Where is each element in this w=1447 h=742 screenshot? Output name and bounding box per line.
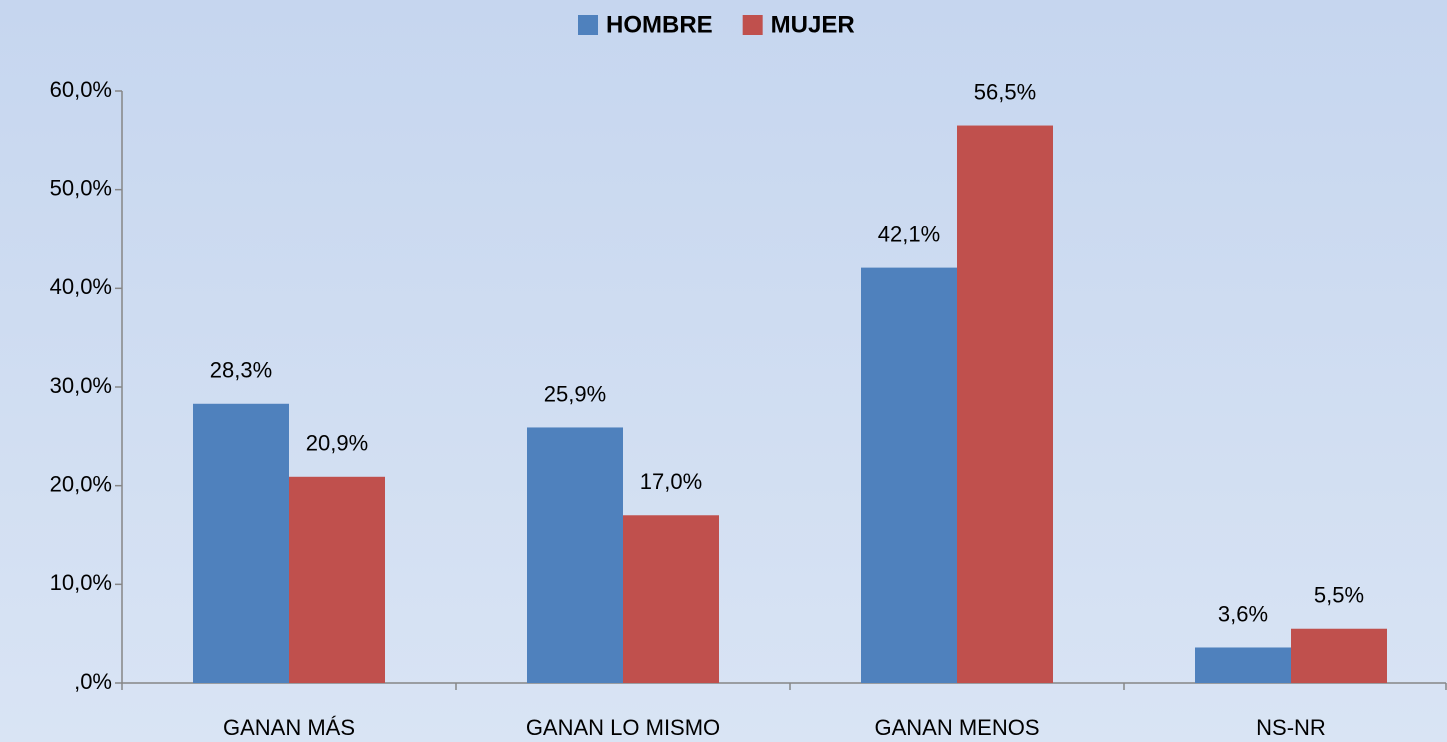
data-label: 42,1%: [878, 221, 940, 246]
y-tick-label: 50,0%: [50, 175, 112, 200]
legend-text: MUJER: [771, 11, 855, 38]
y-tick-label: 30,0%: [50, 373, 112, 398]
bar: [1195, 647, 1291, 683]
bar: [527, 427, 623, 683]
y-tick-label: 60,0%: [50, 77, 112, 102]
bar: [193, 403, 289, 683]
x-tick-label: GANAN LO MISMO: [526, 715, 720, 740]
bar: [861, 267, 957, 683]
x-tick-label: NS-NR: [1256, 715, 1326, 740]
x-tick-label: GANAN MÁS: [223, 715, 355, 740]
y-tick-label: 40,0%: [50, 274, 112, 299]
data-label: 5,5%: [1314, 583, 1364, 608]
bar: [1291, 628, 1387, 683]
bar: [289, 476, 385, 683]
y-tick-label: ,0%: [74, 669, 112, 694]
data-label: 3,6%: [1218, 601, 1268, 626]
data-label: 20,9%: [306, 431, 368, 456]
y-tick-label: 20,0%: [50, 471, 112, 496]
bar: [623, 515, 719, 683]
data-label: 17,0%: [640, 469, 702, 494]
legend-swatch: [578, 15, 598, 35]
y-tick-label: 10,0%: [50, 570, 112, 595]
data-label: 28,3%: [210, 358, 272, 383]
x-tick-label: GANAN MENOS: [874, 715, 1039, 740]
data-label: 56,5%: [974, 79, 1036, 104]
legend-text: HOMBRE: [606, 11, 713, 38]
bar: [957, 125, 1053, 684]
legend-swatch: [742, 15, 763, 35]
data-label: 25,9%: [544, 381, 606, 406]
